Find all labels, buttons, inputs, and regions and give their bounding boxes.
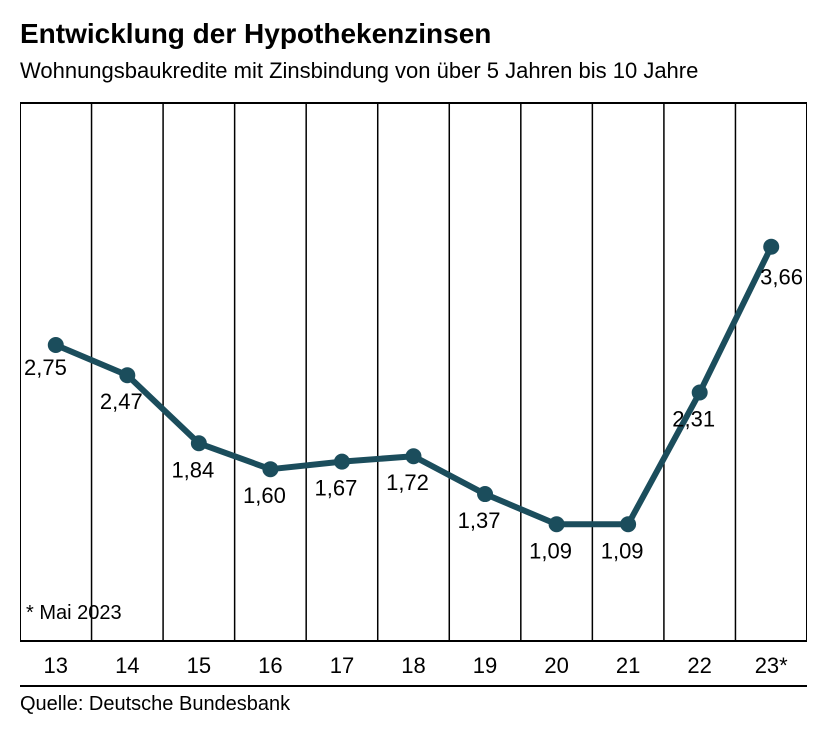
chart-source: Quelle: Deutsche Bundesbank (20, 693, 807, 716)
x-axis-tick-label: 16 (258, 653, 282, 679)
x-axis-tick-label: 13 (44, 653, 68, 679)
data-point-label: 1,84 (171, 457, 214, 482)
x-axis-labels: 13 14 15 16 17 18 19 20 21 22 23* (20, 647, 807, 687)
line-chart: 2,75 2,47 1,84 1,60 1,67 1,72 1,37 1,09 1,09 2,31… (20, 102, 807, 642)
data-point-label: 1,37 (458, 508, 501, 533)
data-point-label: 1,72 (386, 470, 429, 495)
data-point-label: 1,60 (243, 483, 286, 508)
chart-subtitle: Wohnungsbaukredite mit Zinsbindung von ü… (20, 58, 807, 84)
x-axis-tick-label: 20 (544, 653, 568, 679)
x-axis-tick-label: 17 (330, 653, 354, 679)
x-axis-tick-label: 22 (687, 653, 711, 679)
data-point-label: 1,67 (315, 476, 358, 501)
x-axis-tick-label: 15 (187, 653, 211, 679)
x-axis-tick-label: 21 (616, 653, 640, 679)
x-axis-tick-label: 23* (755, 653, 788, 679)
data-point-label: 2,47 (100, 389, 143, 414)
x-axis-tick-label: 14 (115, 653, 139, 679)
data-point-label: 3,66 (760, 265, 803, 290)
data-point-label: 2,31 (672, 407, 715, 432)
x-axis-tick-label: 18 (401, 653, 425, 679)
data-point-label: 1,09 (529, 538, 572, 563)
chart-footnote: * Mai 2023 (26, 602, 122, 625)
x-axis-tick-label: 19 (473, 653, 497, 679)
data-point-label: 2,75 (24, 355, 67, 380)
chart-container: 2,75 2,47 1,84 1,60 1,67 1,72 1,37 1,09 1,09 2,31… (20, 102, 807, 647)
chart-title: Entwicklung der Hypothekenzinsen (20, 18, 807, 50)
data-point-label: 1,09 (601, 538, 644, 563)
